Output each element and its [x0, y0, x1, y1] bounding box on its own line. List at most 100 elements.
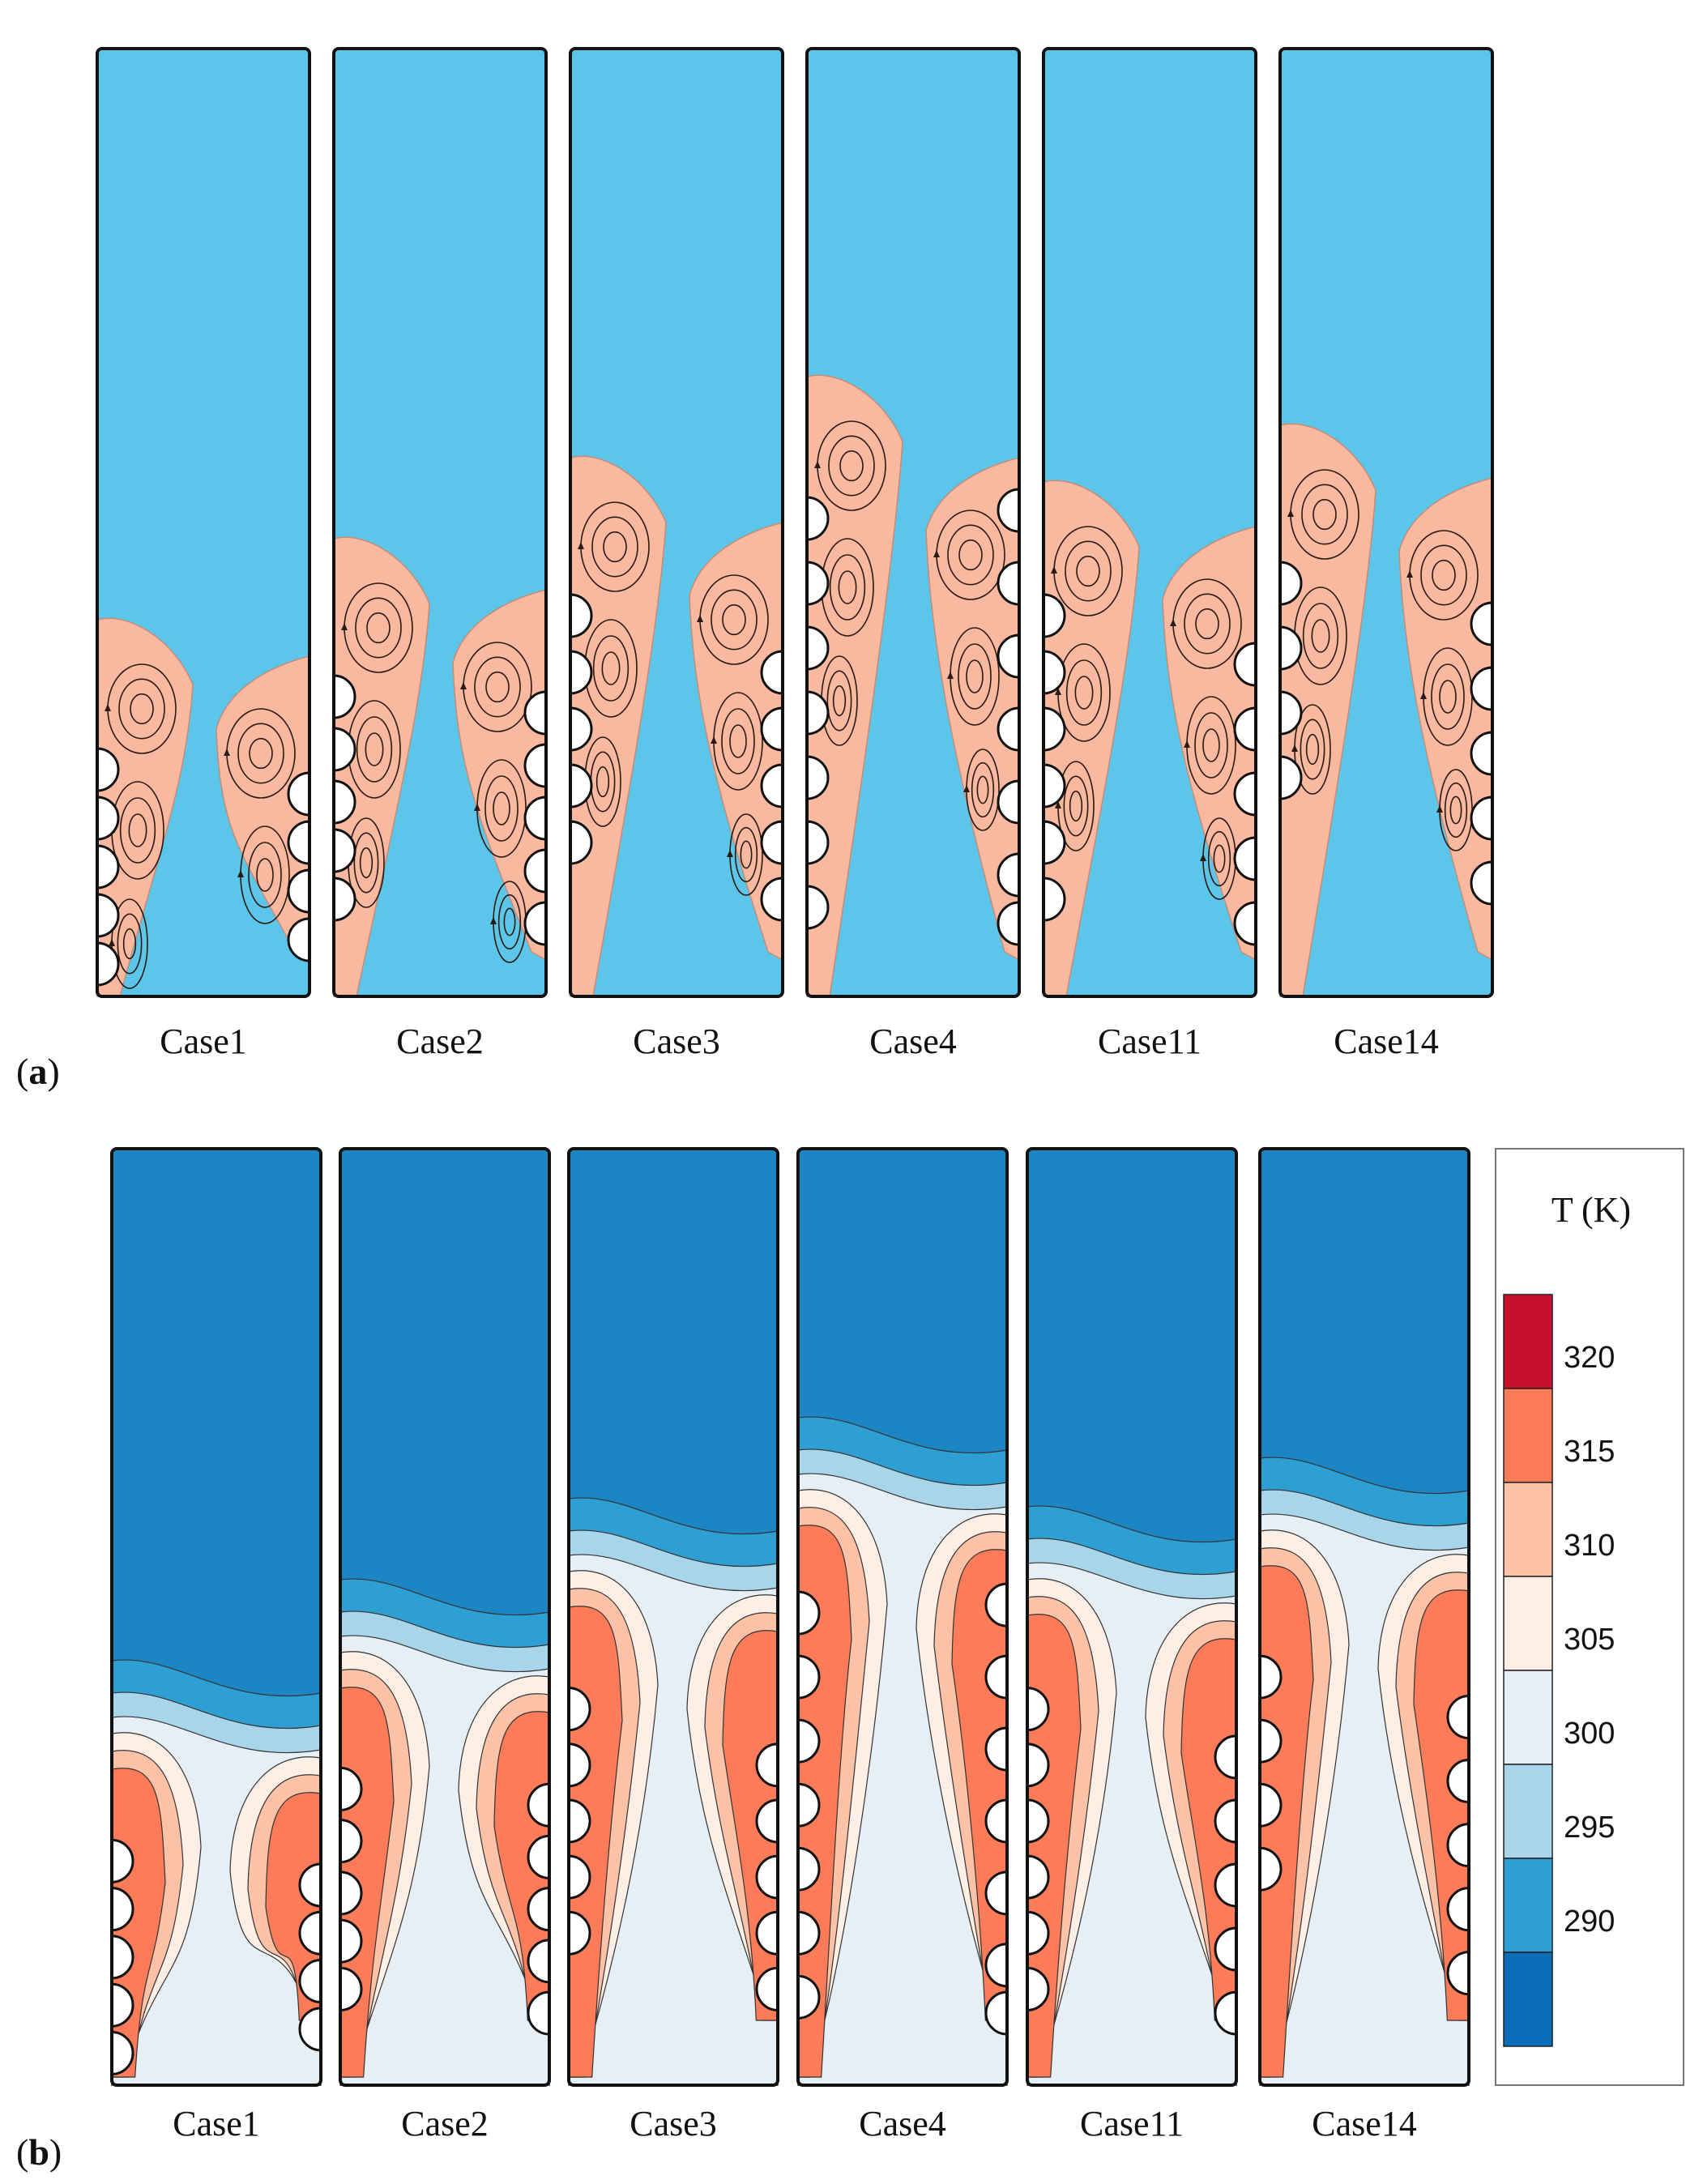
colorbar-band [1503, 1670, 1553, 1765]
streamline [117, 913, 143, 975]
streamline [1449, 796, 1462, 825]
fin-left [567, 1910, 591, 1956]
streamline [1069, 790, 1083, 822]
cavity-outline [1258, 1147, 1470, 2087]
streamline [1194, 712, 1228, 778]
streamline [947, 524, 994, 586]
streamline [740, 840, 753, 869]
streamline [971, 761, 995, 818]
streamline [356, 716, 393, 783]
fin-left [805, 690, 830, 736]
streamline [592, 635, 630, 702]
fin-right [523, 796, 548, 841]
streamline [826, 670, 852, 732]
fin-right [298, 2007, 322, 2052]
streamline [128, 813, 147, 847]
melt-region-left [570, 455, 667, 997]
streamline [966, 659, 984, 693]
streamline [118, 678, 165, 740]
fin-left [1042, 877, 1066, 922]
panel-a-cell-case4 [805, 47, 1021, 998]
fin-left [567, 1687, 591, 1732]
fin-left [1258, 1782, 1283, 1828]
streamline [958, 643, 992, 710]
panel-b-cell-case14 [1258, 1147, 1470, 2087]
fin-left [1042, 763, 1066, 808]
panel-b-case-label: Case3 [630, 2104, 717, 2143]
streamline [355, 597, 402, 659]
panel-a-case-label: Case1 [160, 1022, 247, 1061]
fin-right [997, 901, 1021, 946]
fin-left [96, 796, 120, 841]
fin-right [1214, 1734, 1238, 1780]
streamline [711, 589, 758, 651]
fin-left [1026, 1687, 1050, 1732]
fin-right [298, 1959, 322, 2004]
fin-left [110, 1982, 134, 2028]
fin-right [760, 650, 784, 695]
fin-left [1042, 593, 1066, 638]
streamline [119, 797, 156, 864]
fin-right [997, 706, 1021, 752]
streamline [1184, 593, 1231, 655]
fin-left [569, 820, 593, 865]
streamline [1063, 775, 1089, 837]
streamline [958, 539, 983, 571]
fin-left [796, 1654, 821, 1700]
fin-left [339, 1766, 363, 1811]
cavity-outline [110, 1147, 322, 2087]
fin-left [1026, 1743, 1050, 1788]
streamline [1207, 830, 1231, 887]
fin-left [339, 1870, 363, 1916]
fin-left [805, 820, 830, 865]
fin-right [1233, 706, 1257, 752]
streamline [1301, 484, 1348, 545]
panel-a-case-label: Case3 [633, 1022, 720, 1061]
fin-right [1214, 1990, 1238, 2036]
colorbar-tick-label: 305 [1564, 1623, 1615, 1657]
fin-left [1042, 706, 1066, 752]
streamline [359, 847, 373, 879]
streamline [1074, 676, 1094, 710]
isotherm-lobe [1026, 1614, 1082, 2078]
fin-left [567, 1743, 591, 1788]
streamline [249, 737, 273, 770]
fin-right [1233, 901, 1257, 946]
fin-left [569, 650, 593, 695]
streamline [365, 732, 384, 766]
panel-b-cell-case2 [339, 1147, 551, 2087]
streamline [256, 858, 274, 892]
fin-left [1258, 1846, 1283, 1892]
fin-right [997, 779, 1021, 825]
fin-right [755, 1910, 779, 1956]
streamline [353, 832, 379, 894]
melt-region-left [1043, 480, 1140, 997]
colorbar-tick-label: 300 [1564, 1717, 1615, 1751]
streamline [1076, 555, 1100, 587]
streamline [1444, 782, 1468, 838]
fin-right [298, 1910, 322, 1956]
fin-right [984, 1798, 1009, 1844]
fin-left [339, 1918, 363, 1964]
panel-b-case-labels: Case1 Case2 Case3 Case4 Case11 Case14 [173, 2104, 1417, 2143]
fin-right [1446, 1694, 1470, 1740]
fin-right [523, 848, 548, 894]
temperature-colorbar: T (K) 320 315 310 305 300 295 290 [1495, 1148, 1684, 2086]
melt-region-left [806, 374, 903, 997]
panel-a-case-label: Case4 [869, 1022, 957, 1061]
cavity-outline [569, 47, 784, 998]
fin-left [796, 1718, 821, 1764]
fin-left [332, 727, 356, 772]
fin-right [760, 877, 784, 922]
fin-left [110, 1838, 134, 1883]
streamline [493, 791, 510, 825]
streamline [828, 435, 875, 497]
fin-left [1026, 1910, 1050, 1956]
fin-left [339, 1966, 363, 2011]
fin-left [110, 1934, 134, 1980]
fin-left [96, 893, 120, 938]
fin-left [332, 779, 356, 825]
fin-right [298, 1862, 322, 1908]
streamline [366, 612, 391, 644]
